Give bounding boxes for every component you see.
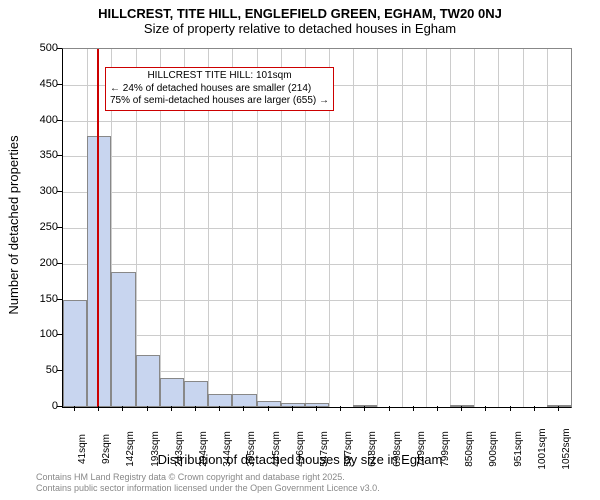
x-tick (485, 406, 486, 411)
x-tick-label: 193sqm (150, 431, 161, 467)
y-tick-label: 150 (40, 293, 58, 305)
bar (281, 403, 305, 407)
x-tick (340, 406, 341, 411)
x-tick-label: 547sqm (319, 431, 330, 467)
x-tick-label: 243sqm (174, 431, 185, 467)
y-tick-label: 300 (40, 185, 58, 197)
gridline-v (377, 49, 378, 407)
x-tick-label: 294sqm (198, 431, 209, 467)
histogram-chart: HILLCREST, TITE HILL, ENGLEFIELD GREEN, … (0, 0, 600, 500)
x-tick (219, 406, 220, 411)
gridline-h (63, 335, 571, 336)
bar (450, 405, 474, 407)
x-tick (437, 406, 438, 411)
footer-attribution: Contains HM Land Registry data © Crown c… (36, 472, 380, 494)
x-tick-label: 41sqm (77, 434, 88, 464)
bar (111, 272, 135, 407)
gridline-h (63, 300, 571, 301)
bar (87, 136, 111, 407)
y-tick-label: 0 (52, 400, 58, 412)
x-tick-label: 344sqm (222, 431, 233, 467)
y-tick-label: 250 (40, 221, 58, 233)
gridline-v (402, 49, 403, 407)
bar (184, 381, 208, 407)
bar (160, 378, 184, 407)
x-tick-label: 395sqm (246, 431, 257, 467)
gridline-v (474, 49, 475, 407)
bar (257, 401, 281, 407)
x-tick (534, 406, 535, 411)
reference-line (97, 49, 99, 407)
x-tick (147, 406, 148, 411)
x-tick (316, 406, 317, 411)
x-tick (74, 406, 75, 411)
x-tick (413, 406, 414, 411)
gridline-h (63, 192, 571, 193)
y-tick-label: 400 (40, 114, 58, 126)
gridline-v (426, 49, 427, 407)
x-tick (364, 406, 365, 411)
x-tick (98, 406, 99, 411)
y-tick-label: 450 (40, 78, 58, 90)
x-tick-label: 142sqm (125, 431, 136, 467)
annotation-line: 75% of semi-detached houses are larger (… (110, 95, 329, 108)
x-tick-label: 445sqm (271, 431, 282, 467)
chart-subtitle: Size of property relative to detached ho… (0, 21, 600, 36)
gridline-v (450, 49, 451, 407)
gridline-v (353, 49, 354, 407)
x-tick-label: 496sqm (295, 431, 306, 467)
x-tick-label: 597sqm (343, 431, 354, 467)
x-tick-label: 951sqm (513, 431, 524, 467)
gridline-v (523, 49, 524, 407)
x-tick (268, 406, 269, 411)
y-axis-label: Number of detached properties (6, 135, 21, 314)
y-tick-label: 350 (40, 149, 58, 161)
y-tick-label: 200 (40, 257, 58, 269)
x-tick (122, 406, 123, 411)
bar (208, 394, 232, 407)
x-tick-label: 799sqm (440, 431, 451, 467)
x-tick-label: 749sqm (416, 431, 427, 467)
x-tick-label: 698sqm (392, 431, 403, 467)
bar (63, 300, 87, 407)
annotation-line: ← 24% of detached houses are smaller (21… (110, 83, 329, 96)
y-tick-label: 100 (40, 328, 58, 340)
x-tick (558, 406, 559, 411)
x-tick-label: 648sqm (367, 431, 378, 467)
x-tick-label: 850sqm (464, 431, 475, 467)
y-tick-label: 50 (46, 364, 58, 376)
gridline-v (498, 49, 499, 407)
annotation-line: HILLCREST TITE HILL: 101sqm (110, 70, 329, 83)
x-tick-label: 900sqm (488, 431, 499, 467)
x-tick-label: 1052sqm (561, 428, 572, 469)
x-tick (171, 406, 172, 411)
bar (547, 405, 571, 407)
x-tick (292, 406, 293, 411)
annotation-box: HILLCREST TITE HILL: 101sqm← 24% of deta… (105, 67, 334, 111)
gridline-v (547, 49, 548, 407)
bar (232, 394, 256, 407)
y-tick-label: 500 (40, 42, 58, 54)
plot-area: HILLCREST TITE HILL: 101sqm← 24% of deta… (62, 48, 572, 408)
x-tick-label: 92sqm (101, 434, 112, 464)
bar (353, 405, 377, 407)
chart-title: HILLCREST, TITE HILL, ENGLEFIELD GREEN, … (0, 0, 600, 21)
bar (136, 355, 160, 407)
gridline-h (63, 156, 571, 157)
x-tick (243, 406, 244, 411)
x-tick (195, 406, 196, 411)
x-tick (510, 406, 511, 411)
gridline-h (63, 264, 571, 265)
gridline-h (63, 121, 571, 122)
footer-line-2: Contains public sector information licen… (36, 483, 380, 494)
gridline-h (63, 228, 571, 229)
x-tick (389, 406, 390, 411)
footer-line-1: Contains HM Land Registry data © Crown c… (36, 472, 380, 483)
x-tick-label: 1001sqm (537, 428, 548, 469)
x-tick (461, 406, 462, 411)
